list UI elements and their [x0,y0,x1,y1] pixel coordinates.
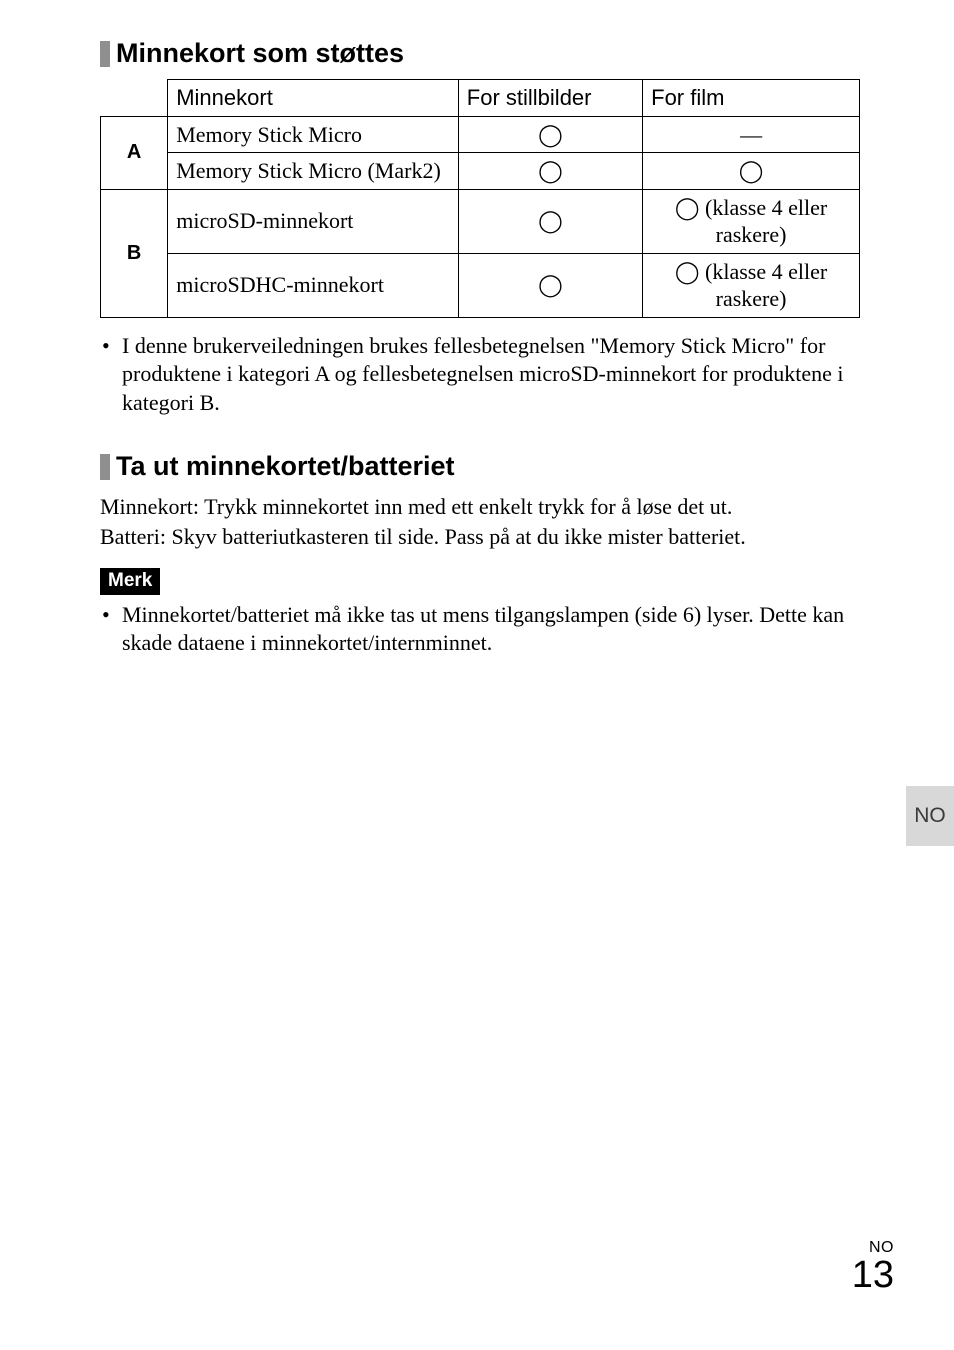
section-heading-supported-cards: Minnekort som støttes [100,38,894,69]
table-row: microSDHC-minnekort ◯ ◯ (klasse 4 eller … [101,253,860,317]
film-support: ◯ (klasse 4 eller raskere) [643,253,860,317]
card-name: microSD-minnekort [168,189,459,253]
still-support: ◯ [458,116,642,153]
body-line: Batteri: Skyv batteriutkasteren til side… [100,524,746,549]
heading-text: Ta ut minnekortet/batteriet [116,451,455,482]
body-line: Minnekort: Trykk minnekortet inn med ett… [100,494,732,519]
supported-cards-table: Minnekort For stillbilder For film A Mem… [100,79,860,318]
heading-text: Minnekort som støttes [116,38,404,69]
table-row: Memory Stick Micro (Mark2) ◯ ◯ [101,153,860,190]
film-support: ◯ (klasse 4 eller raskere) [643,189,860,253]
still-support: ◯ [458,253,642,317]
note-badge: Merk [100,568,160,595]
film-support: — [643,116,860,153]
language-side-tab: NO [906,786,954,846]
still-support: ◯ [458,153,642,190]
still-support: ◯ [458,189,642,253]
film-support: ◯ [643,153,860,190]
section2-bullets: Minnekortet/batteriet må ikke tas ut men… [100,601,894,658]
table-header-film: For film [643,80,860,117]
table-header-card: Minnekort [168,80,459,117]
section1-bullets: I denne brukerveiledningen brukes felles… [100,332,894,418]
table-header-still: For stillbilder [458,80,642,117]
table-row: A Memory Stick Micro ◯ — [101,116,860,153]
heading-bar-icon [100,41,110,67]
bullet-item: I denne brukerveiledningen brukes felles… [100,332,894,418]
table-row: B microSD-minnekort ◯ ◯ (klasse 4 eller … [101,189,860,253]
group-label-a: A [101,116,168,189]
bullet-item: Minnekortet/batteriet må ikke tas ut men… [100,601,894,658]
section2-body: Minnekort: Trykk minnekortet inn med ett… [100,492,894,551]
card-name: Memory Stick Micro [168,116,459,153]
table-header-blank [101,80,168,117]
page-number: NO 13 [852,1240,894,1294]
section-heading-remove: Ta ut minnekortet/batteriet [100,451,894,482]
card-name: microSDHC-minnekort [168,253,459,317]
card-name: Memory Stick Micro (Mark2) [168,153,459,190]
page-num-value: 13 [852,1256,894,1294]
heading-bar-icon [100,454,110,480]
group-label-b: B [101,189,168,317]
